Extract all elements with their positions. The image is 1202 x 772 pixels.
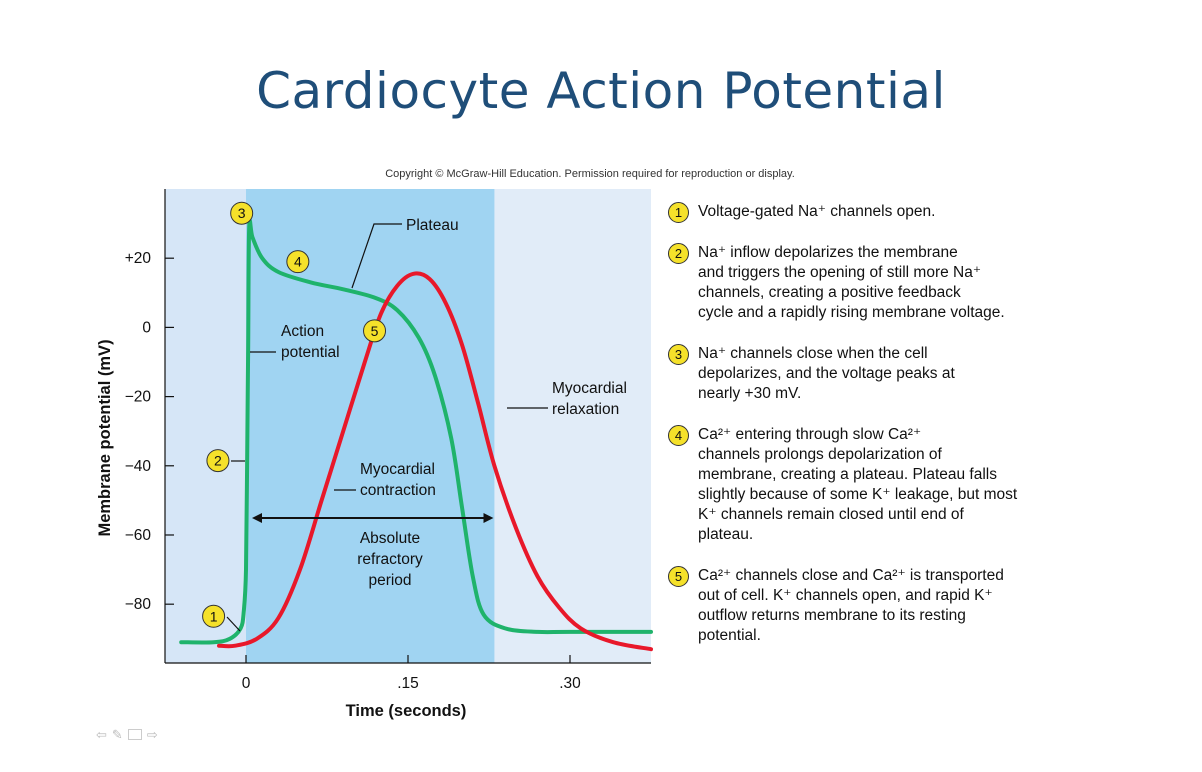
- y-tick-label: 0: [142, 319, 151, 336]
- marker-label-2: 2: [214, 453, 222, 469]
- step-text-line: nearly +30 mV.: [698, 385, 802, 402]
- step-text-line: cycle and a rapidly rising membrane volt…: [698, 304, 1005, 321]
- step-text-line: K⁺ channels remain closed until end of: [698, 506, 964, 523]
- y-tick-label: −40: [125, 458, 152, 475]
- step-number-badge: 5: [668, 566, 689, 587]
- step-text-line: and triggers the opening of still more N…: [698, 264, 982, 281]
- refractory-label: period: [368, 572, 411, 589]
- marker-circle-1: [202, 604, 226, 628]
- refractory-label: refractory: [357, 551, 423, 568]
- contraction-label: Myocardial: [360, 461, 435, 478]
- plateau-label: Plateau: [406, 217, 459, 234]
- marker-label-1: 1: [210, 608, 218, 624]
- step-text-line: channels prolongs depolarization of: [698, 446, 942, 463]
- step-text-line: out of cell. K⁺ channels open, and rapid…: [698, 587, 993, 604]
- forward-arrow-icon[interactable]: ⇨: [146, 727, 158, 742]
- step-text-line: plateau.: [698, 526, 754, 543]
- x-tick-label: 0: [242, 675, 251, 692]
- back-arrow-icon[interactable]: ⇦: [96, 727, 107, 742]
- marker-circle-3: [230, 201, 254, 225]
- y-axis-label: Membrane potential (mV): [96, 339, 114, 536]
- contraction-label: contraction: [360, 482, 436, 499]
- step-number-badge: 3: [668, 344, 689, 365]
- step-text-line: Ca²⁺ channels close and Ca²⁺ is transpor…: [698, 567, 1004, 584]
- action-potential-label: potential: [281, 344, 340, 361]
- plateau-leader: [351, 223, 402, 289]
- step-text-line: channels, creating a positive feedback: [698, 284, 961, 301]
- series-line-action-potential: [179, 218, 653, 645]
- x-tick-label: .15: [397, 675, 419, 692]
- y-tick-label: −80: [125, 596, 152, 613]
- step-text-line: Ca²⁺ entering through slow Ca²⁺: [698, 426, 922, 443]
- copyright-notice: Copyright © McGraw-Hill Education. Permi…: [385, 168, 795, 180]
- step-text-line: membrane, creating a plateau. Plateau fa…: [698, 466, 997, 483]
- y-tick-label: +20: [125, 250, 152, 267]
- y-tick-label: −60: [125, 527, 152, 544]
- series-line-myocardial-contraction: [217, 271, 653, 652]
- action-potential-label: Action: [281, 323, 324, 340]
- step-text-line: Na⁺ inflow depolarizes the membrane: [698, 244, 958, 261]
- slide-title: Cardiocyte Action Potential: [256, 62, 946, 120]
- step-text-line: outflow returns membrane to its resting: [698, 607, 966, 624]
- step-text-line: slightly because of some K⁺ leakage, but…: [698, 486, 1018, 503]
- y-tick-label: −20: [125, 389, 152, 406]
- marker-label-5: 5: [371, 323, 379, 339]
- step-number-badge: 2: [668, 243, 689, 264]
- step-item: 5 Ca²⁺ channels close and Ca²⁺ is transpo…: [668, 566, 1098, 646]
- slide-nav: ⇦ ✎ ⇨: [96, 727, 158, 743]
- step-text-line: Na⁺ channels close when the cell: [698, 345, 928, 362]
- step-item: 3 Na⁺ channels close when the cell depolar…: [668, 344, 1098, 404]
- step-text-line: depolarizes, and the voltage peaks at: [698, 365, 955, 382]
- marker-label-3: 3: [238, 205, 246, 221]
- x-axis-label: Time (seconds): [346, 702, 467, 720]
- refractory-region: [246, 189, 495, 663]
- marker-circle-5: [363, 319, 387, 343]
- step-number-badge: 1: [668, 202, 689, 223]
- step-text-line: Voltage-gated Na⁺ channels open.: [698, 203, 936, 220]
- step-item: 1 Voltage-gated Na⁺ channels open.: [668, 202, 1098, 223]
- step-item: 4 Ca²⁺ entering through slow Ca²⁺ channels…: [668, 425, 1098, 545]
- marker-circle-4: [286, 250, 310, 274]
- marker-leader: [226, 616, 241, 632]
- menu-icon[interactable]: [127, 729, 142, 740]
- step-item: 2 Na⁺ inflow depolarizes the membrane and …: [668, 243, 1098, 323]
- plot-background-right: [494, 189, 651, 663]
- marker-label-4: 4: [294, 254, 302, 270]
- steps-list: 1 Voltage-gated Na⁺ channels open. 2 Na⁺ in…: [668, 202, 1098, 667]
- x-tick-label: .30: [559, 675, 581, 692]
- refractory-label: Absolute: [360, 530, 420, 547]
- marker-circle-2: [206, 449, 230, 473]
- relaxation-label: Myocardial: [552, 380, 627, 397]
- step-number-badge: 4: [668, 425, 689, 446]
- relaxation-label: relaxation: [552, 401, 619, 418]
- step-text-line: potential.: [698, 627, 761, 644]
- pen-icon[interactable]: ✎: [111, 727, 123, 742]
